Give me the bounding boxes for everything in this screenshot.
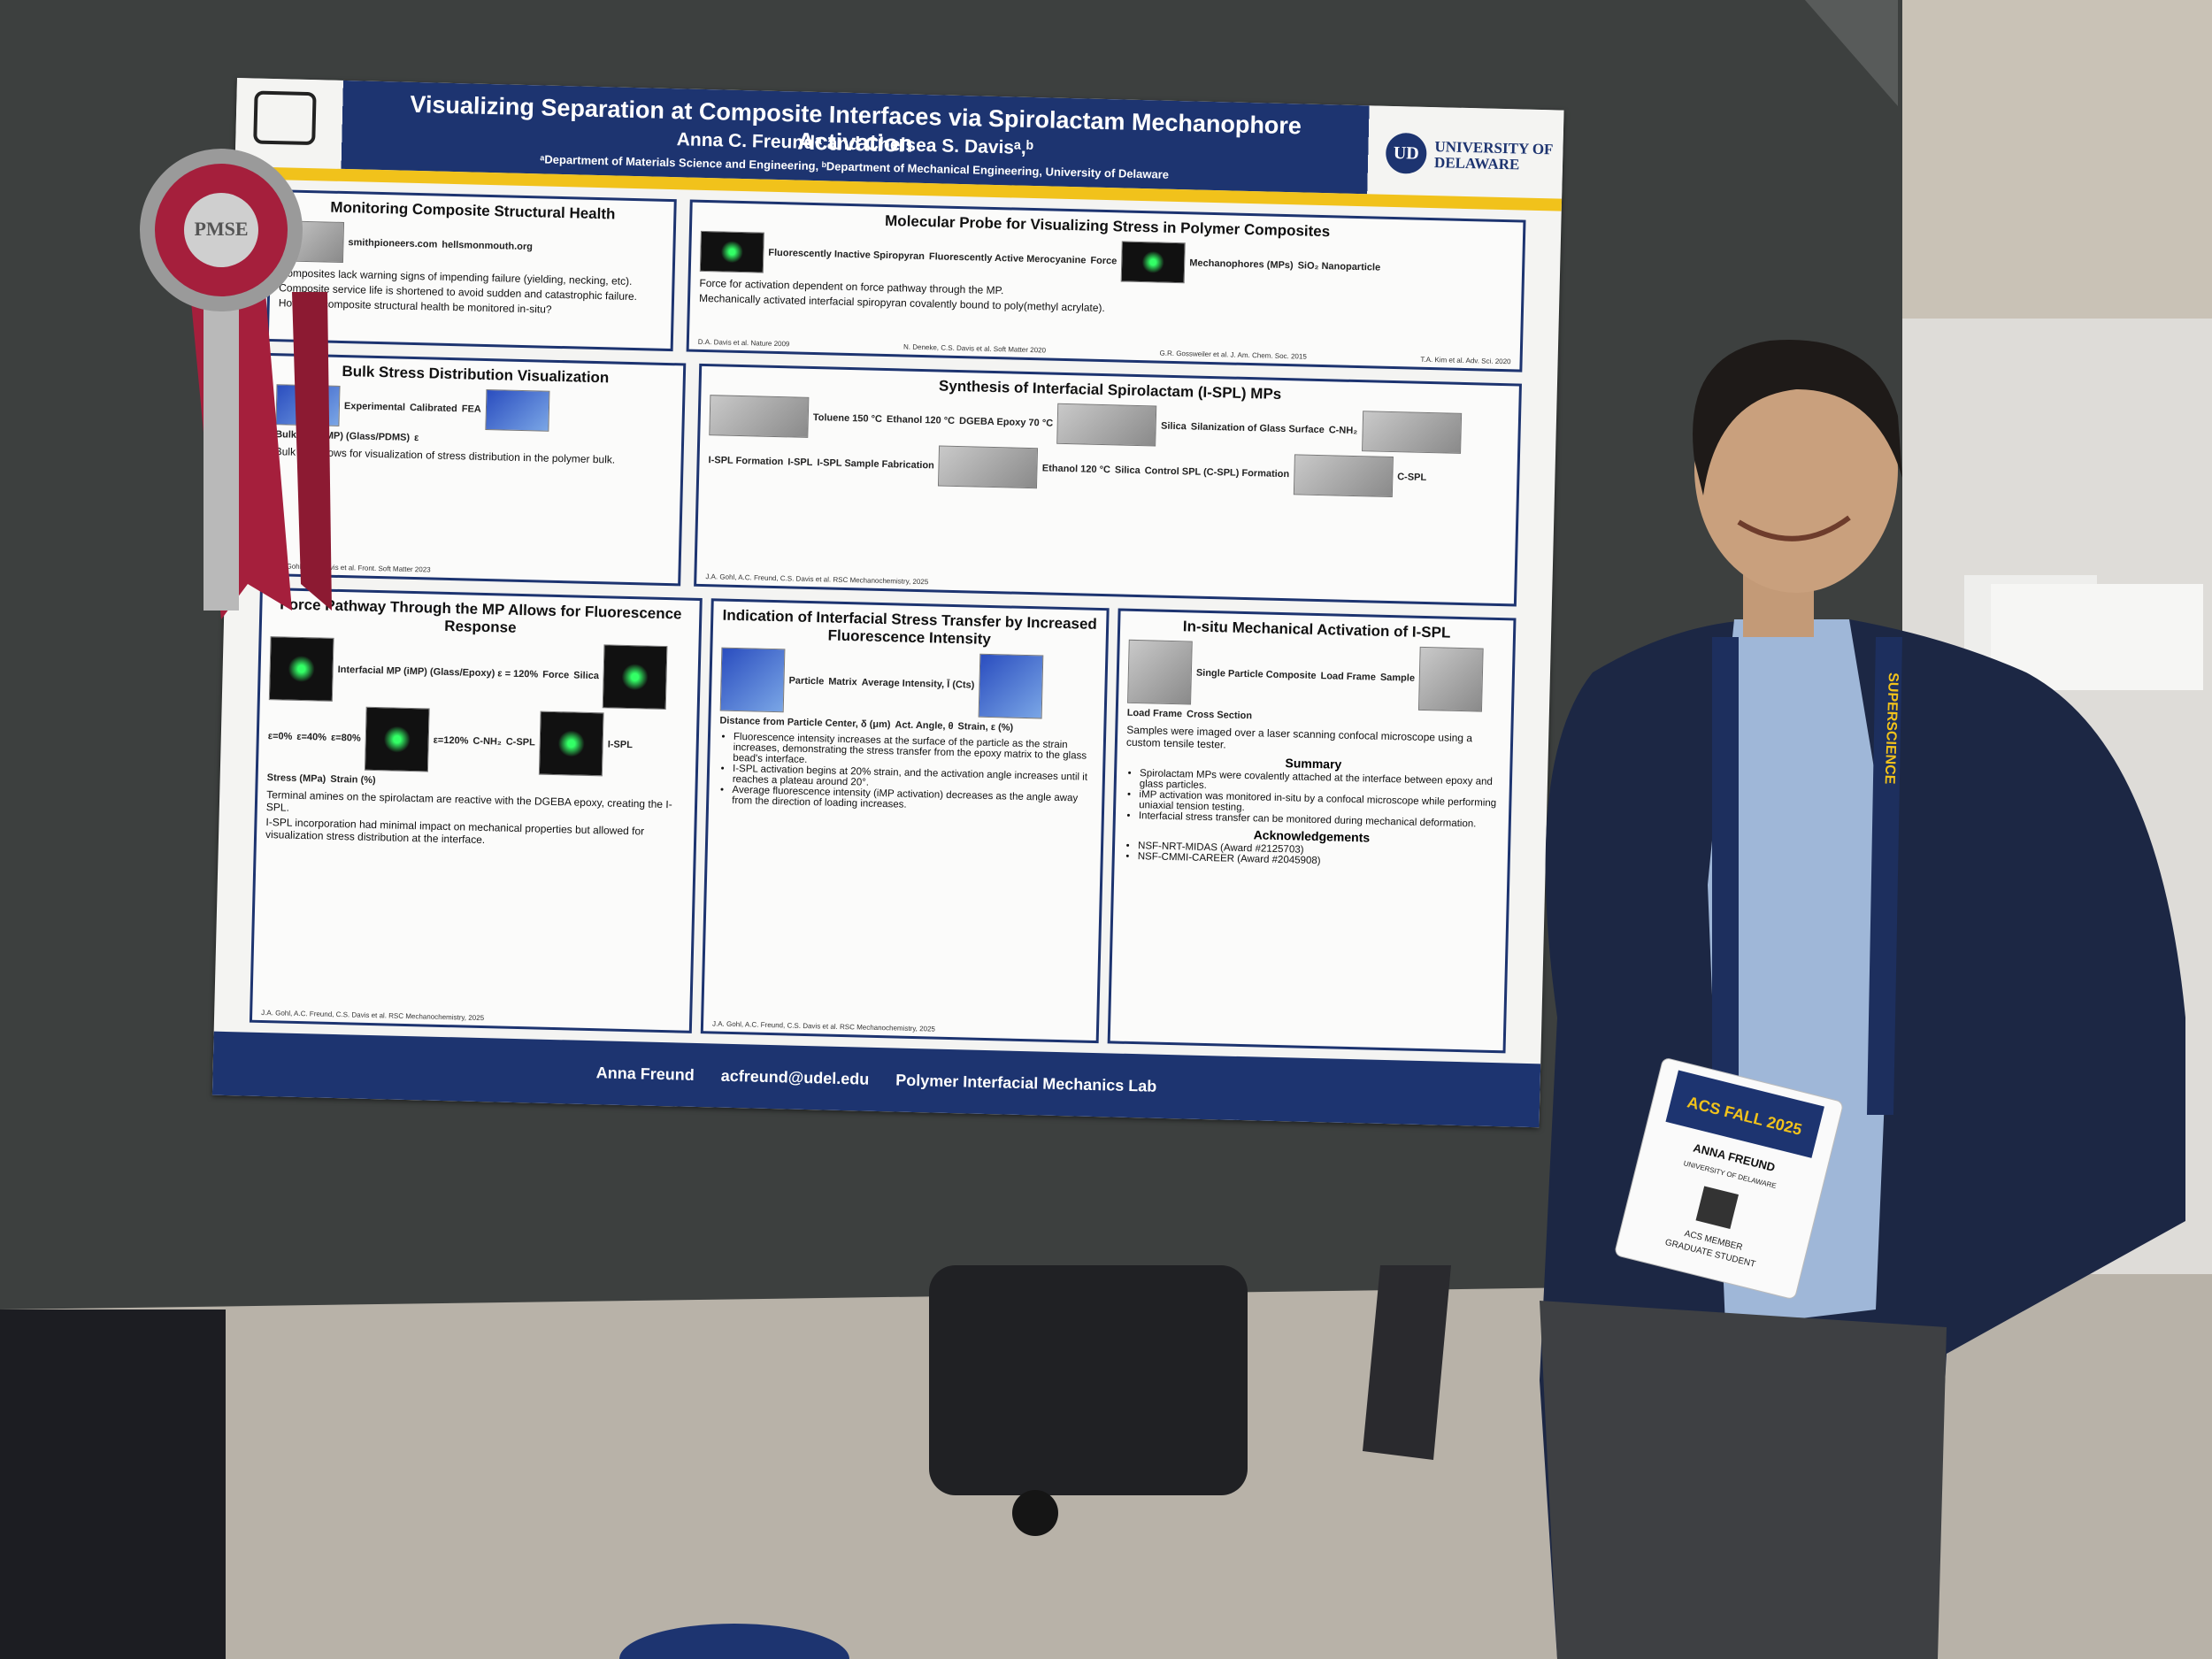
ribbon-stripe [204,301,239,611]
floor-decal [619,1624,849,1659]
suitcase-wheel [1012,1490,1058,1536]
rosette-center [184,193,258,267]
badge-banner [1665,1070,1824,1158]
suitcase [929,1265,1248,1495]
upper-balcony [1902,0,2212,319]
badge-qr [1695,1186,1739,1229]
award-ribbon: PMSE [140,149,332,619]
lanyard-text: SUPERSCIENCE [1882,672,1901,785]
lanyard [1712,637,1902,1115]
trousers [1540,1301,1947,1659]
hair [1693,340,1902,495]
ribbon-tail [292,292,332,611]
person: SUPERSCIENCE ACS FALL 2025 ANNA FREUND U… [1540,340,2185,1659]
board-frame [1805,0,1898,106]
ribbon-label: PMSE [194,218,248,240]
smile [1737,515,1851,541]
passerby [0,1310,226,1659]
passerby-leg [1363,1265,1451,1460]
name-badge: ACS FALL 2025 ANNA FREUND UNIVERSITY OF … [1615,1058,1843,1299]
